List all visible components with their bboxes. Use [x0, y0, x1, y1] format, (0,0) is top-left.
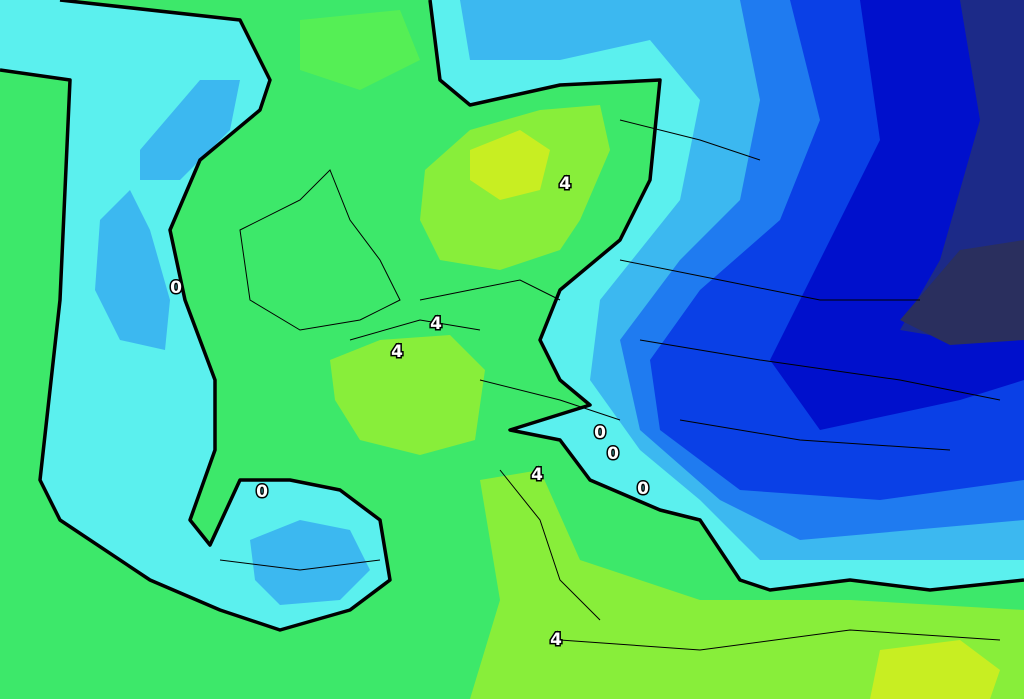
cold-core [900, 240, 1024, 345]
contour-label: 4 [531, 465, 543, 485]
warm-area [330, 335, 485, 455]
contour-line [428, 0, 1024, 592]
warm-core [470, 130, 550, 200]
cold-core [140, 80, 240, 180]
warm-core [870, 640, 1000, 699]
contour-line [0, 0, 392, 632]
country-borders [219, 119, 1001, 651]
contour-label: 0 [637, 479, 649, 499]
contour-label: 0 [607, 444, 619, 464]
contour-label: 4 [430, 314, 442, 334]
green-patch [300, 10, 420, 90]
contour-label: 4 [550, 630, 562, 650]
cold-area [0, 0, 390, 630]
contour-label: 4 [391, 342, 403, 362]
contour-label: 0 [256, 482, 268, 502]
contour-label: 0 [594, 423, 606, 443]
contour-label: 0 [170, 278, 182, 298]
warm-area [470, 470, 1024, 699]
contour-label: 4 [559, 174, 571, 194]
cold-core [95, 190, 170, 350]
cold-core [250, 520, 370, 605]
